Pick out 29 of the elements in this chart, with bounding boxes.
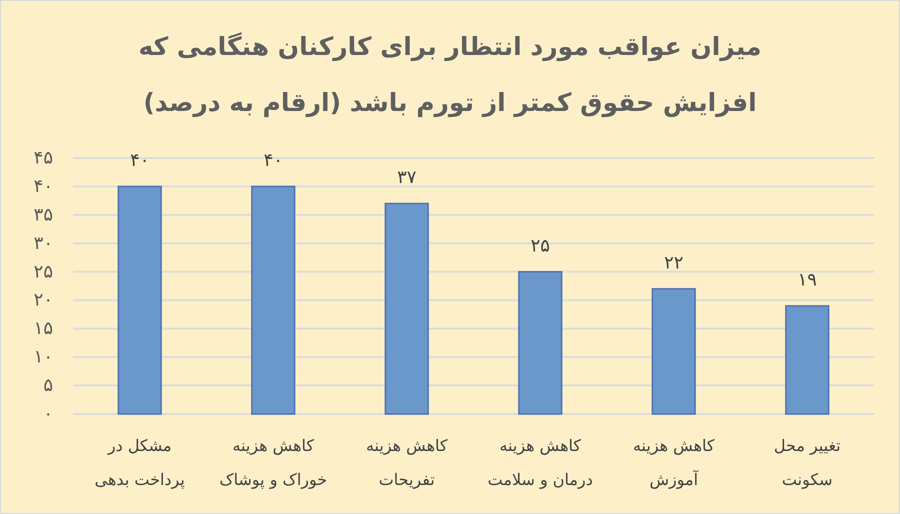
y-tick-label: ۰ (43, 404, 53, 424)
y-tick-label: ۳۰ (34, 232, 53, 254)
bar (518, 271, 562, 415)
bar (785, 305, 830, 415)
bar (652, 288, 696, 415)
y-tick-label: ۳۵ (34, 204, 53, 226)
y-tick-label: ۱۰ (34, 346, 53, 368)
x-tick-label: مشکل در پرداخت بدهی (94, 435, 185, 491)
data-label: ۴۰ (130, 150, 150, 171)
y-tick-label: ۲۵ (34, 261, 53, 282)
data-label: ۲۲ (664, 252, 684, 274)
data-label: ۳۷ (397, 167, 417, 188)
chart-title: میزان عواقب مورد انتظار برای کارکنان هنگامی که افزایش حقوق کمتر از تورم باشد (ارقام به درصد) (138, 32, 762, 117)
x-tick-label: کاهش هزینه تفریحات (366, 435, 448, 491)
y-tick-label: ۵ (43, 375, 53, 396)
y-tick-label: ۱۵ (34, 318, 53, 340)
data-label: ۱۹ (798, 269, 817, 290)
data-label: ۲۵ (530, 235, 550, 256)
x-tick-label: کاهش هزینه آموزش (632, 435, 715, 491)
x-tick-label: کاهش هزینه درمان و سلامت (488, 435, 593, 491)
x-tick-label: کاهش هزینه خوراک و پوشاک (219, 435, 328, 491)
data-label: ۴۰ (264, 150, 283, 171)
x-tick-label: تغییر محل سکونت (774, 435, 841, 491)
y-tick-label: ۲۰ (34, 290, 53, 311)
y-tick-label: ۴۰ (34, 176, 53, 197)
y-tick-label: ۴۵ (34, 148, 53, 168)
bar (384, 202, 429, 415)
bar (251, 186, 296, 415)
bar (118, 186, 162, 415)
